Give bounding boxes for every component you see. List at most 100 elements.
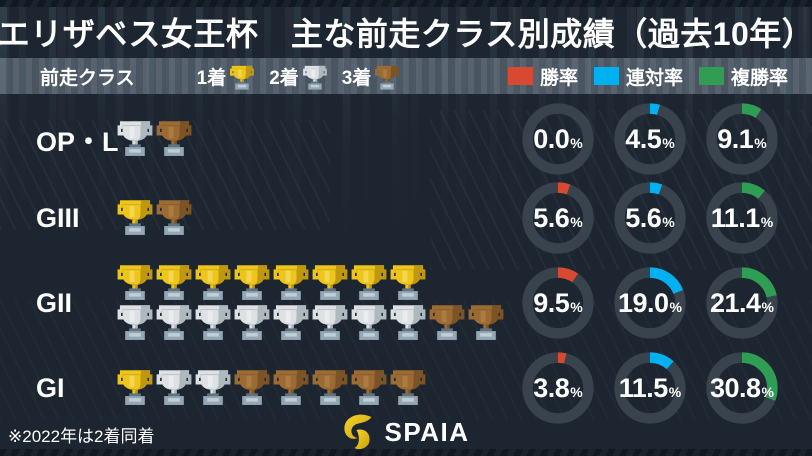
bronze-trophy-icon <box>273 370 309 405</box>
rate-cell: 11.1% <box>696 180 788 256</box>
rate-value: 9.1% <box>717 123 767 154</box>
gold-trophy-icon <box>390 265 426 300</box>
place-legend-item-silver: 2着 <box>269 62 328 91</box>
rate-legend-label: 複勝率 <box>730 67 788 89</box>
bronze-trophy-icon <box>390 370 426 405</box>
silver-trophy-icon <box>234 305 270 340</box>
top-edge-stripe <box>0 0 812 7</box>
place-legend-item-bronze: 3着 <box>342 62 401 91</box>
bronze-trophy-icon <box>351 370 387 405</box>
silver-trophy-icon <box>273 305 309 340</box>
silver-trophy-icon <box>302 65 327 90</box>
class-label: GIII <box>36 202 80 233</box>
trophy-area <box>116 369 512 407</box>
bronze-trophy-icon <box>312 370 348 405</box>
brand-name: SPAIA <box>384 416 470 447</box>
rate-cell: 19.0% <box>604 265 696 341</box>
gold-trophy-icon <box>273 265 309 300</box>
place-legend-item-gold: 1着 <box>197 62 256 91</box>
donut-chart <box>614 103 686 175</box>
class-label: GI <box>36 372 65 403</box>
rate-legend: 勝率 連対率 複勝率 <box>507 63 788 90</box>
rate-donuts: 0.0% 4.5% 9.1% <box>512 101 790 177</box>
gold-trophy-icon <box>312 265 348 300</box>
rate-cell: 9.1% <box>696 101 788 177</box>
donut-chart <box>522 103 594 175</box>
rate-value: 19.0% <box>617 287 682 318</box>
rate-cell: 21.4% <box>696 265 788 341</box>
rate-cell: 5.6% <box>604 180 696 256</box>
silver-trophy-icon <box>195 305 231 340</box>
rate-cell: 3.8% <box>512 350 604 426</box>
rate-value: 30.8% <box>709 372 774 403</box>
rate-color-swatch <box>507 67 533 85</box>
bronze-trophy-icon <box>468 305 504 340</box>
rate-cell: 5.6% <box>512 180 604 256</box>
class-row-GIII: GIII 5.6% <box>0 178 812 258</box>
bronze-trophy-icon <box>234 370 270 405</box>
rate-color-swatch <box>593 67 619 85</box>
donut-chart <box>614 267 686 339</box>
donut-chart <box>706 352 778 424</box>
silver-trophy-icon <box>390 305 426 340</box>
rate-cell: 0.0% <box>512 101 604 177</box>
gold-trophy-icon <box>351 265 387 300</box>
class-row-GI: GI <box>0 348 812 428</box>
gold-trophy-icon <box>156 265 192 300</box>
bottom-edge-stripe <box>0 449 812 456</box>
class-label: OP・L <box>36 126 119 157</box>
class-rows: OP・L 0.0% <box>0 100 812 428</box>
donut-chart <box>706 103 778 175</box>
rate-legend-item-1: 連対率 <box>593 63 683 90</box>
trophy-line <box>116 264 512 302</box>
finish-place-legend: 1着 2着 3着 <box>197 62 401 91</box>
silver-trophy-icon <box>312 305 348 340</box>
silver-trophy-icon <box>195 370 231 405</box>
class-label: GII <box>36 287 73 318</box>
rate-legend-item-0: 勝率 <box>507 63 578 90</box>
silver-trophy-icon <box>117 121 153 156</box>
gold-trophy-icon <box>195 265 231 300</box>
donut-chart <box>706 182 778 254</box>
gold-trophy-icon <box>230 65 255 90</box>
bronze-trophy-icon <box>429 305 465 340</box>
rate-value: 9.5% <box>533 287 583 318</box>
previous-class-label: 前走クラス <box>40 67 135 89</box>
place-legend-label: 3着 <box>341 67 372 89</box>
bronze-trophy-icon <box>156 121 192 156</box>
silver-trophy-icon <box>351 305 387 340</box>
rate-legend-item-2: 複勝率 <box>698 63 788 90</box>
rate-value: 5.6% <box>625 202 675 233</box>
rate-value: 21.4% <box>709 287 774 318</box>
brand-logo: SPAIA <box>342 413 469 451</box>
donut-chart <box>522 267 594 339</box>
rate-value: 11.5% <box>618 372 682 403</box>
bronze-trophy-icon <box>375 65 400 90</box>
trophy-line <box>116 369 512 407</box>
legend-bar: 前走クラス 1着 2着 3着 <box>0 58 812 94</box>
trophy-line <box>116 199 512 237</box>
rate-value: 11.1% <box>710 202 774 233</box>
donut-chart <box>706 267 778 339</box>
donut-chart <box>614 352 686 424</box>
place-legend-label: 2着 <box>269 67 299 89</box>
rate-color-swatch <box>698 67 724 85</box>
donut-chart <box>522 182 594 254</box>
trophy-area <box>116 264 512 342</box>
bronze-trophy-icon <box>156 200 192 235</box>
class-row-OP・L: OP・L 0.0% <box>0 100 812 178</box>
rate-cell: 11.5% <box>604 350 696 426</box>
gold-trophy-icon <box>117 200 153 235</box>
rate-value: 5.6% <box>533 202 583 233</box>
trophy-area <box>116 199 512 237</box>
silver-trophy-icon <box>156 370 192 405</box>
trophy-area <box>116 120 512 158</box>
donut-chart <box>614 182 686 254</box>
rate-cell: 30.8% <box>696 350 788 426</box>
gold-trophy-icon <box>117 265 153 300</box>
rate-donuts: 5.6% 5.6% 11.1% <box>512 180 790 256</box>
silver-trophy-icon <box>156 305 192 340</box>
class-row-GII: GII <box>0 258 812 348</box>
trophy-line <box>116 120 512 158</box>
